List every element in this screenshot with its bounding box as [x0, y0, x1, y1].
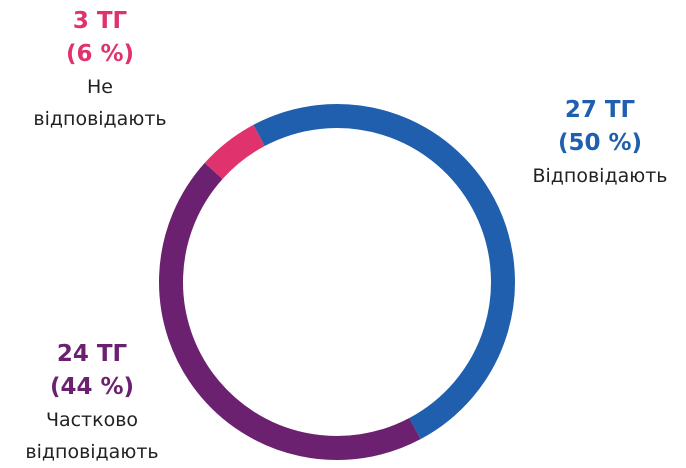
- value-label: 27 ТГ: [564, 97, 636, 123]
- value-label: 24 ТГ: [56, 341, 128, 367]
- segment-label: 27 ТГ (50 %) Відповідають: [500, 94, 686, 192]
- donut-segment: [159, 162, 421, 460]
- percent-label: (44 %): [49, 374, 135, 400]
- donut-segment: [253, 104, 515, 440]
- segment-label: 24 ТГ (44 %) Частково відповідають: [17, 338, 167, 468]
- category-label: Частково відповідають: [25, 409, 159, 463]
- segment-label: 3 ТГ (6 %) Не відповідають: [25, 5, 175, 135]
- category-label: Не відповідають: [33, 76, 167, 130]
- donut-segment: [204, 124, 265, 180]
- percent-label: (50 %): [557, 130, 643, 156]
- percent-label: (6 %): [65, 41, 135, 67]
- value-label: 3 ТГ: [72, 8, 128, 34]
- category-label: Відповідають: [532, 165, 668, 187]
